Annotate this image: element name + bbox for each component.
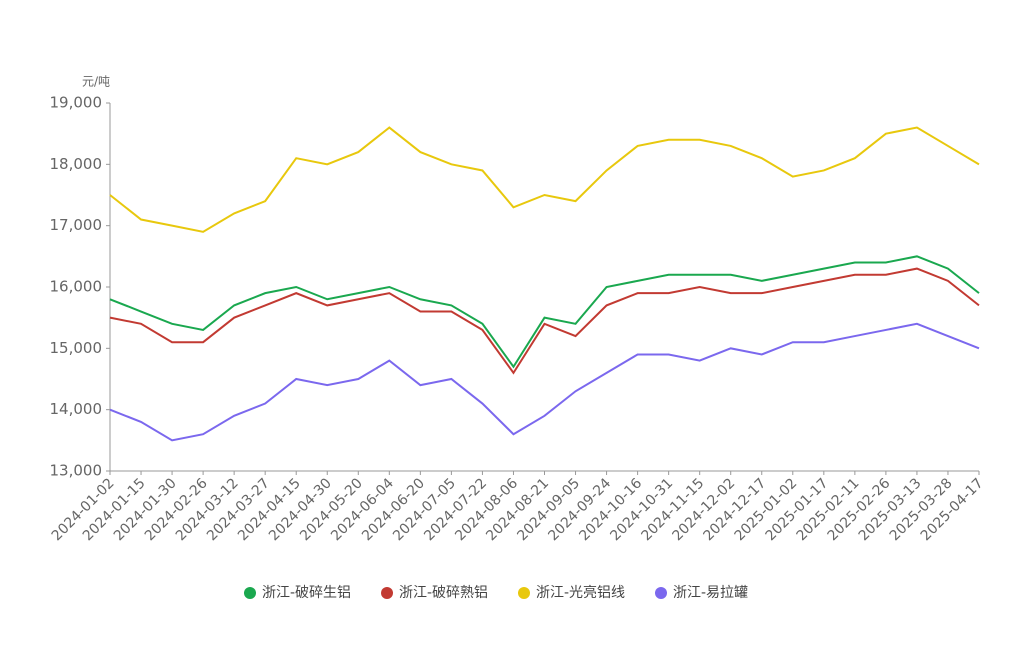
y-axis-unit: 元/吨: [82, 75, 110, 89]
legend-label: 浙江-破碎生铝: [262, 585, 351, 601]
y-tick-label: 13,000: [50, 462, 103, 480]
legend-label: 浙江-易拉罐: [673, 585, 748, 601]
y-tick-label: 16,000: [50, 278, 103, 296]
legend-marker: [381, 587, 393, 599]
legend-marker: [244, 587, 256, 599]
series-line: [109, 255, 980, 369]
legend-label: 浙江-破碎熟铝: [399, 585, 488, 601]
series-line: [109, 322, 980, 442]
legend-marker: [655, 587, 667, 599]
series-line: [109, 267, 980, 375]
y-tick-label: 17,000: [50, 216, 103, 234]
y-tick-label: 18,000: [50, 155, 103, 173]
legend-label: 浙江-光亮铝线: [536, 584, 625, 601]
series-line: [109, 126, 980, 233]
y-tick-label: 19,000: [50, 94, 103, 112]
y-tick-label: 14,000: [50, 400, 103, 418]
y-tick-label: 15,000: [50, 339, 103, 357]
legend-marker: [518, 587, 530, 599]
